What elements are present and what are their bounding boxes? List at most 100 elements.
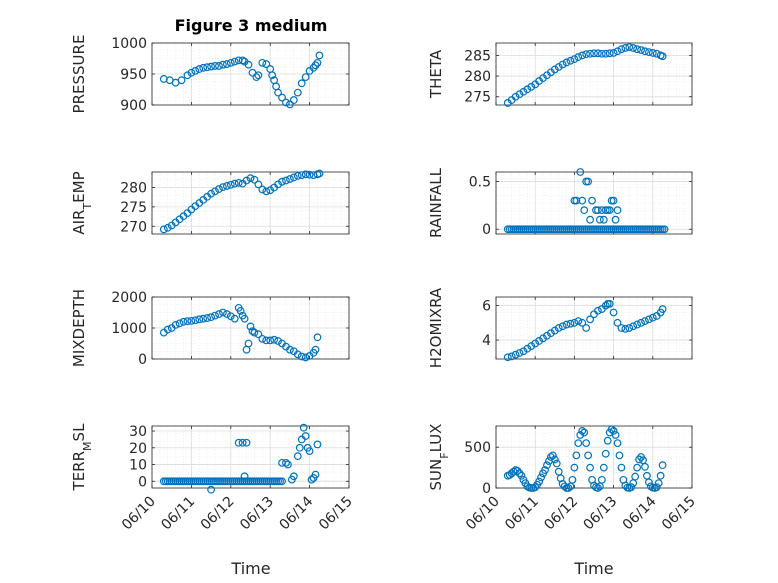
data-point [648, 313, 657, 322]
data-point [262, 60, 271, 68]
data-point [230, 179, 239, 188]
data-point [550, 65, 559, 74]
data-point [590, 49, 598, 58]
data-point [258, 334, 267, 343]
y-tick-label: 0.5 [469, 175, 491, 191]
data-point [572, 451, 581, 460]
data-point [586, 463, 594, 472]
data-point [633, 45, 642, 54]
data-point [203, 63, 212, 72]
data-point [652, 483, 661, 492]
data-point [289, 472, 298, 481]
data-point [539, 334, 547, 343]
data-point [507, 352, 516, 361]
data-point [613, 439, 622, 448]
data-point [282, 98, 290, 107]
data-point [568, 475, 577, 484]
data-point [295, 443, 304, 452]
data-point [609, 426, 618, 435]
data-point [252, 73, 261, 81]
data-point [274, 337, 282, 345]
axes-5: 0 1000 2000 MIXDEPTH [70, 289, 350, 368]
data-point [222, 60, 231, 68]
data-point [594, 306, 602, 315]
y-tick-label: 2000 [111, 290, 147, 306]
data-point [644, 315, 653, 324]
data-point [187, 316, 196, 325]
y-axis-label: MIXDEPTH [70, 289, 88, 367]
data-point [262, 187, 271, 196]
data-point [611, 215, 620, 224]
y-tick-label: 280 [120, 181, 147, 197]
data-point [293, 88, 302, 97]
data-point [633, 320, 642, 329]
data-point [627, 483, 636, 492]
y-tick-label: 0 [138, 474, 147, 490]
data-point [648, 49, 657, 57]
data-point [535, 337, 544, 345]
data-point [230, 314, 239, 323]
data-point [603, 436, 612, 445]
y-axis-label-rest: LUX [427, 424, 445, 453]
data-point [550, 455, 559, 464]
data-point [570, 463, 579, 472]
data-point [574, 439, 583, 448]
y-tick-label: 285 [464, 48, 491, 64]
data-point [658, 461, 667, 470]
y-tick-label: 275 [464, 90, 491, 106]
y-axis-label-main: TERR [70, 451, 88, 492]
data-point [597, 206, 606, 215]
data-point [597, 49, 606, 58]
data-point [578, 196, 587, 205]
data-point [207, 485, 216, 494]
data-point [586, 215, 594, 224]
data-point [617, 45, 626, 54]
data-point [511, 350, 520, 359]
data-point [313, 58, 322, 67]
data-point [541, 466, 549, 474]
data-point [254, 180, 263, 189]
data-point [562, 58, 571, 67]
y-axis-label: RAINFALL [427, 167, 445, 238]
data-point [523, 344, 532, 353]
data-point [558, 480, 567, 488]
data-point [613, 318, 622, 327]
data-point [558, 60, 567, 69]
axes-4: 0 0.5 RAINFALL [427, 167, 693, 238]
data-point [238, 438, 247, 447]
data-point [248, 327, 257, 336]
data-point [550, 326, 559, 335]
data-point [658, 52, 667, 61]
data-point [238, 56, 247, 65]
y-tick-label: 4 [482, 333, 491, 349]
data-point [523, 85, 532, 94]
y-axis-label-main: PRESSURE [70, 35, 88, 114]
data-point [586, 49, 594, 58]
data-point [226, 180, 235, 189]
data-point [590, 481, 598, 490]
data-point [611, 431, 620, 439]
data-point [299, 423, 308, 432]
data-point [599, 463, 608, 472]
y-axis-label-subscript: T [81, 203, 94, 211]
data-point [625, 324, 634, 332]
data-point [588, 196, 596, 205]
data-point [574, 53, 583, 61]
data-point [234, 438, 243, 447]
x-axis-label-left: Time [230, 559, 270, 578]
y-axis-label-main: SUN [427, 459, 445, 491]
data-point [625, 43, 634, 52]
data-point [268, 71, 277, 80]
data-point [601, 301, 610, 310]
y-tick-label: 1000 [111, 36, 147, 52]
data-point [566, 56, 575, 65]
data-point [605, 206, 614, 215]
data-point [240, 314, 249, 323]
data-point [163, 325, 172, 334]
data-point [578, 426, 587, 435]
data-point [554, 324, 563, 332]
data-point [301, 432, 310, 440]
data-point [274, 88, 282, 97]
x-axis-label-right: Time [573, 559, 613, 578]
